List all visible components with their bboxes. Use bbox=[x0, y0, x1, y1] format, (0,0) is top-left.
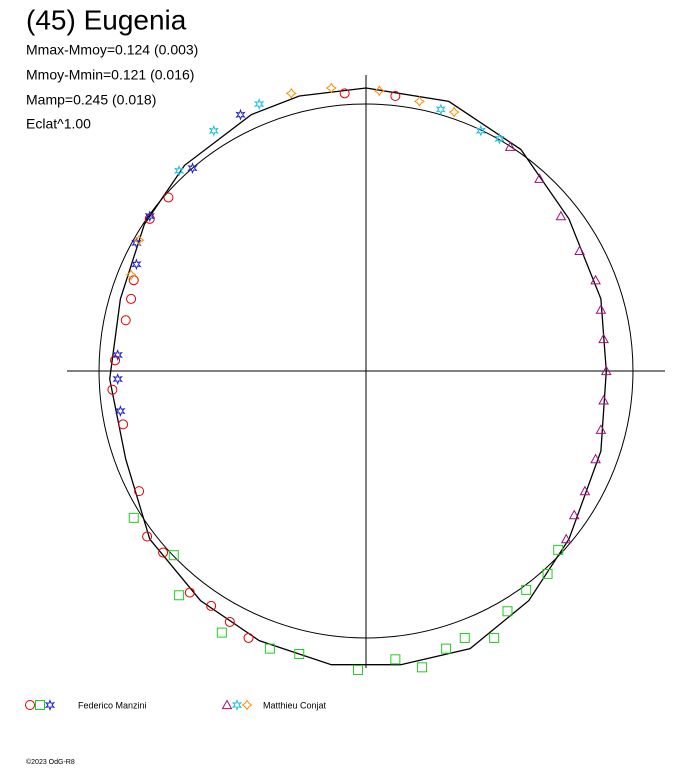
data-point bbox=[534, 173, 545, 183]
data-point bbox=[521, 584, 532, 595]
data-point bbox=[441, 643, 452, 654]
data-point bbox=[126, 293, 137, 304]
data-point bbox=[579, 485, 591, 496]
data-point bbox=[125, 269, 137, 281]
data-point bbox=[120, 315, 131, 326]
data-point bbox=[133, 234, 145, 246]
data-point bbox=[390, 91, 401, 102]
data-point bbox=[553, 544, 564, 555]
data-point bbox=[417, 662, 428, 673]
data-point bbox=[504, 141, 516, 151]
data-point bbox=[163, 192, 174, 203]
data-point bbox=[131, 258, 142, 271]
data-point bbox=[413, 95, 425, 107]
data-point bbox=[595, 424, 607, 434]
data-point bbox=[373, 85, 385, 97]
data-point bbox=[598, 394, 609, 405]
data-point bbox=[128, 512, 139, 523]
data-point bbox=[184, 587, 195, 598]
data-point bbox=[112, 373, 123, 385]
data-point bbox=[502, 606, 513, 617]
data-point bbox=[294, 648, 305, 659]
data-point bbox=[235, 108, 246, 121]
data-point bbox=[600, 365, 612, 376]
reference-circle bbox=[98, 103, 634, 639]
data-point bbox=[560, 533, 572, 544]
data-point bbox=[112, 349, 123, 361]
legend-symbol bbox=[241, 699, 253, 711]
data-point bbox=[555, 210, 567, 221]
data-point bbox=[107, 384, 118, 395]
data-point bbox=[489, 632, 500, 643]
data-point bbox=[352, 665, 363, 675]
data-point bbox=[339, 88, 350, 99]
legend-symbol bbox=[35, 700, 45, 710]
data-point bbox=[590, 453, 601, 464]
data-point bbox=[243, 632, 254, 643]
data-point bbox=[448, 106, 460, 118]
data-point bbox=[459, 632, 470, 643]
legend-label: Federico Manzini bbox=[78, 700, 147, 710]
data-point bbox=[174, 590, 185, 601]
annotation: Mmax-Mmoy=0.124 (0.003) bbox=[26, 42, 198, 58]
annotation: Mamp=0.245 (0.018) bbox=[26, 92, 156, 108]
data-point bbox=[158, 547, 169, 558]
data-point bbox=[285, 87, 297, 99]
data-point bbox=[206, 600, 217, 611]
data-point bbox=[475, 124, 486, 137]
legend-symbol bbox=[25, 700, 35, 710]
data-point bbox=[131, 236, 142, 249]
data-point bbox=[168, 550, 179, 561]
legend-label: Matthieu Conjat bbox=[263, 700, 327, 710]
data-point bbox=[325, 82, 337, 94]
data-point bbox=[216, 627, 227, 638]
data-point bbox=[208, 124, 219, 137]
data-point bbox=[115, 405, 126, 417]
annotation: Mmoy-Mmin=0.121 (0.016) bbox=[26, 67, 194, 83]
data-point bbox=[173, 164, 185, 177]
data-point bbox=[568, 509, 580, 520]
legend-symbol bbox=[221, 699, 233, 710]
data-point bbox=[435, 103, 446, 116]
data-point bbox=[224, 616, 235, 627]
legend-symbol bbox=[44, 699, 56, 711]
data-point bbox=[590, 274, 601, 285]
data-point bbox=[390, 654, 401, 665]
data-point bbox=[574, 245, 585, 255]
data-point bbox=[134, 486, 145, 497]
chart-title: (45) Eugenia bbox=[26, 4, 187, 35]
data-point bbox=[494, 132, 505, 145]
data-point bbox=[187, 162, 198, 175]
data-point bbox=[142, 531, 153, 542]
data-point bbox=[128, 275, 139, 286]
data-point bbox=[595, 304, 607, 314]
data-point bbox=[542, 568, 553, 579]
model-curve bbox=[109, 87, 607, 666]
data-point bbox=[254, 98, 265, 110]
data-point bbox=[118, 419, 129, 430]
data-point bbox=[264, 643, 275, 654]
copyright: ©2023 OdG-R8 bbox=[26, 758, 75, 766]
legend-symbol bbox=[231, 699, 243, 711]
data-point bbox=[598, 333, 609, 344]
data-point bbox=[144, 210, 155, 223]
annotation: Eclat^1.00 bbox=[26, 116, 91, 132]
